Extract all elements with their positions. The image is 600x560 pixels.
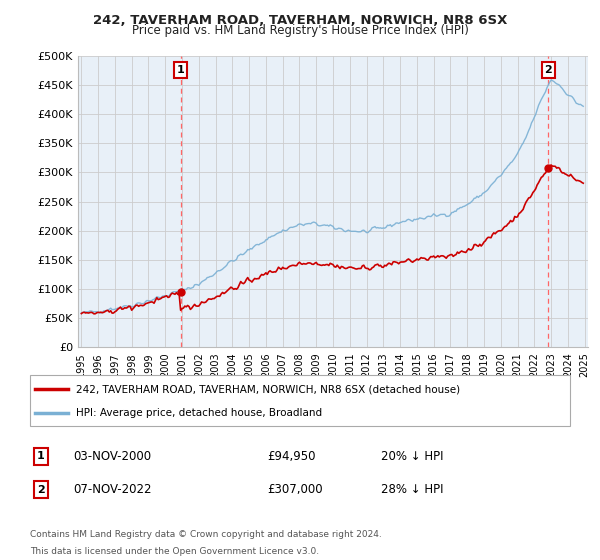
Text: 07-NOV-2022: 07-NOV-2022 (73, 483, 152, 496)
Text: £307,000: £307,000 (268, 483, 323, 496)
FancyBboxPatch shape (30, 375, 570, 426)
Text: 20% ↓ HPI: 20% ↓ HPI (381, 450, 443, 463)
Text: 2: 2 (544, 65, 552, 74)
Text: Contains HM Land Registry data © Crown copyright and database right 2024.: Contains HM Land Registry data © Crown c… (30, 530, 382, 539)
Text: 242, TAVERHAM ROAD, TAVERHAM, NORWICH, NR8 6SX: 242, TAVERHAM ROAD, TAVERHAM, NORWICH, N… (93, 14, 507, 27)
Text: This data is licensed under the Open Government Licence v3.0.: This data is licensed under the Open Gov… (30, 548, 319, 557)
Text: 28% ↓ HPI: 28% ↓ HPI (381, 483, 443, 496)
Text: Price paid vs. HM Land Registry's House Price Index (HPI): Price paid vs. HM Land Registry's House … (131, 24, 469, 37)
Text: 1: 1 (177, 65, 184, 74)
Text: 2: 2 (37, 484, 44, 494)
Text: 03-NOV-2000: 03-NOV-2000 (73, 450, 151, 463)
Text: 1: 1 (37, 451, 44, 461)
Text: HPI: Average price, detached house, Broadland: HPI: Average price, detached house, Broa… (76, 408, 322, 418)
Text: £94,950: £94,950 (268, 450, 316, 463)
Text: 242, TAVERHAM ROAD, TAVERHAM, NORWICH, NR8 6SX (detached house): 242, TAVERHAM ROAD, TAVERHAM, NORWICH, N… (76, 384, 460, 394)
